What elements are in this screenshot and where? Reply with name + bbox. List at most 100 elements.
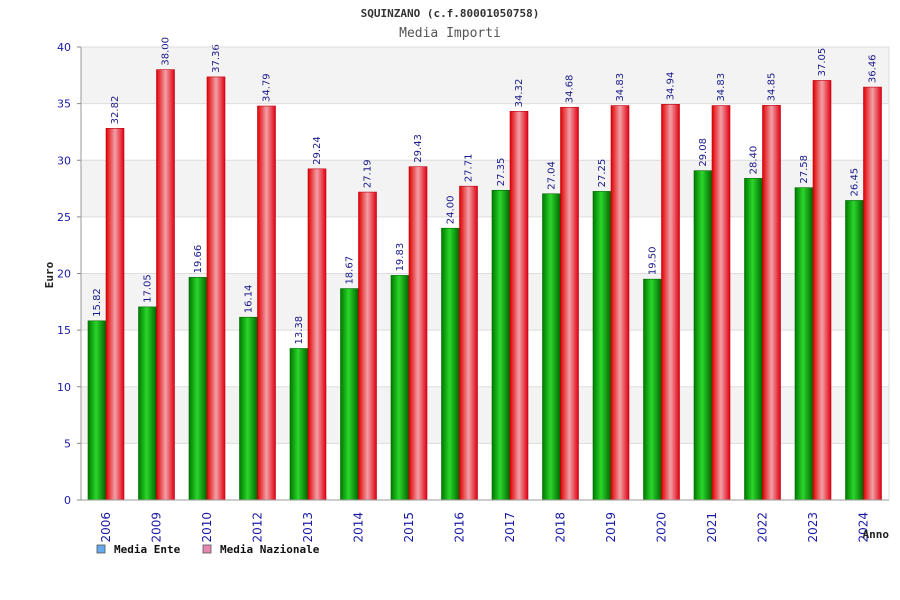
bar-media-nazionale — [459, 185, 478, 501]
bar-media-ente — [794, 187, 814, 501]
data-label-media-ente: 15.82 — [92, 288, 103, 317]
x-tick-label: 2015 — [402, 512, 416, 543]
bar-media-nazionale — [307, 168, 327, 501]
x-tick-label: 2009 — [150, 512, 164, 543]
y-tick-label: 35 — [57, 98, 71, 111]
x-tick-label: 2019 — [604, 512, 618, 543]
bar-media-nazionale — [105, 128, 125, 501]
x-tick-label: 2020 — [655, 512, 669, 543]
data-label-media-nazionale: 38.00 — [161, 37, 172, 66]
x-tick-label: 2013 — [301, 512, 315, 543]
x-tick-label: 2017 — [503, 512, 517, 543]
data-label-media-ente: 13.38 — [294, 316, 305, 345]
bar-media-nazionale — [812, 80, 832, 501]
x-tick-label: 2010 — [200, 512, 214, 543]
x-tick-label: 2016 — [453, 512, 467, 543]
y-tick-label: 10 — [57, 381, 71, 394]
bar-media-ente — [340, 288, 359, 501]
data-label-media-ente: 27.58 — [799, 155, 810, 184]
bar-media-ente — [744, 178, 763, 501]
x-tick-label: 2023 — [806, 512, 820, 543]
y-tick-label: 25 — [57, 211, 71, 224]
bar-media-nazionale — [257, 105, 276, 501]
bar-media-ente — [491, 189, 511, 501]
data-label-media-nazionale: 36.46 — [868, 54, 879, 83]
x-tick-label: 2018 — [554, 512, 568, 543]
data-label-media-ente: 26.45 — [850, 168, 861, 197]
data-label-media-nazionale: 34.94 — [666, 72, 677, 101]
data-label-media-nazionale: 34.83 — [716, 73, 727, 102]
bar-media-ente — [693, 170, 713, 501]
data-label-media-ente: 16.14 — [244, 285, 255, 314]
data-label-media-ente: 19.83 — [395, 243, 406, 272]
data-label-media-ente: 27.25 — [597, 159, 608, 188]
y-tick-label: 15 — [57, 324, 71, 337]
legend: Media Ente Media Nazionale — [96, 543, 320, 556]
data-label-media-ente: 18.67 — [345, 256, 356, 285]
data-label-media-ente: 27.04 — [547, 161, 558, 190]
bar-media-ente — [138, 306, 157, 501]
data-label-media-nazionale: 29.24 — [312, 136, 323, 165]
data-label-media-nazionale: 37.05 — [817, 48, 828, 77]
data-label-media-nazionale: 27.71 — [464, 154, 475, 183]
legend-swatch-media-ente — [96, 544, 106, 554]
bar-media-ente — [643, 278, 662, 501]
bar-media-ente — [289, 348, 309, 501]
bar-media-ente — [239, 316, 258, 501]
bar-media-ente — [441, 227, 460, 501]
data-label-media-ente: 17.05 — [143, 274, 154, 303]
bar-media-ente — [188, 277, 208, 501]
bar-media-nazionale — [206, 76, 226, 501]
bars-layer — [87, 69, 882, 501]
bar-media-nazionale — [156, 69, 175, 501]
y-tick-label: 30 — [57, 154, 71, 167]
data-label-media-ente: 28.40 — [749, 146, 760, 175]
y-tick-label: 0 — [64, 494, 71, 507]
chart-title: SQUINZANO (c.f.80001050758) — [361, 7, 540, 20]
y-tick-label: 20 — [57, 268, 71, 281]
x-tick-label: 2022 — [756, 512, 770, 543]
x-axis-label: Anno — [863, 528, 890, 541]
data-label-media-nazionale: 32.82 — [110, 96, 121, 125]
y-tick-label: 5 — [64, 437, 71, 450]
bar-media-nazionale — [610, 105, 630, 501]
bar-media-ente — [542, 193, 561, 501]
x-tick-label: 2021 — [705, 512, 719, 543]
data-label-media-nazionale: 34.85 — [767, 73, 778, 102]
data-label-media-nazionale: 27.19 — [363, 159, 374, 188]
x-tick-label: 2014 — [352, 512, 366, 543]
data-label-media-nazionale: 34.68 — [565, 75, 576, 104]
legend-label-media-ente: Media Ente — [114, 543, 181, 556]
bar-media-ente — [390, 275, 410, 501]
chart-subtitle: Media Importi — [399, 26, 501, 41]
y-axis-label: Euro — [43, 261, 56, 288]
bar-media-nazionale — [560, 106, 579, 501]
bar-media-nazionale — [762, 105, 781, 501]
data-label-media-ente: 27.35 — [496, 158, 507, 187]
bar-media-ente — [87, 320, 107, 501]
data-label-media-ente: 24.00 — [446, 196, 457, 225]
data-label-media-nazionale: 34.79 — [262, 73, 273, 102]
x-tick-label: 2006 — [99, 512, 113, 543]
data-label-media-ente: 29.08 — [698, 138, 709, 167]
bar-media-ente — [592, 191, 612, 501]
bar-media-nazionale — [408, 166, 428, 501]
data-label-media-nazionale: 37.36 — [211, 44, 222, 73]
axes-layer: 0 5 10 15 20 25 30 35 40 2006 2009 2010 2012 2013 2014… — [57, 41, 890, 543]
data-labels-layer: 15.82 32.82 17.05 38.00 19.66 37.36 16.14 34.79… — [92, 37, 879, 344]
data-label-media-nazionale: 34.83 — [615, 73, 626, 102]
bar-media-nazionale — [711, 105, 731, 501]
bar-media-nazionale — [358, 191, 377, 501]
data-label-media-nazionale: 34.32 — [514, 79, 525, 108]
legend-swatch-media-nazionale — [202, 544, 212, 554]
x-tick-label: 2024 — [857, 512, 871, 543]
legend-label-media-nazionale: Media Nazionale — [220, 543, 320, 556]
bar-media-nazionale — [863, 86, 882, 501]
data-label-media-ente: 19.66 — [193, 245, 204, 274]
bar-media-ente — [845, 200, 864, 501]
x-tick-label: 2012 — [251, 512, 265, 543]
bar-media-nazionale — [509, 111, 529, 501]
y-tick-label: 40 — [57, 41, 71, 54]
data-label-media-nazionale: 29.43 — [413, 134, 424, 163]
